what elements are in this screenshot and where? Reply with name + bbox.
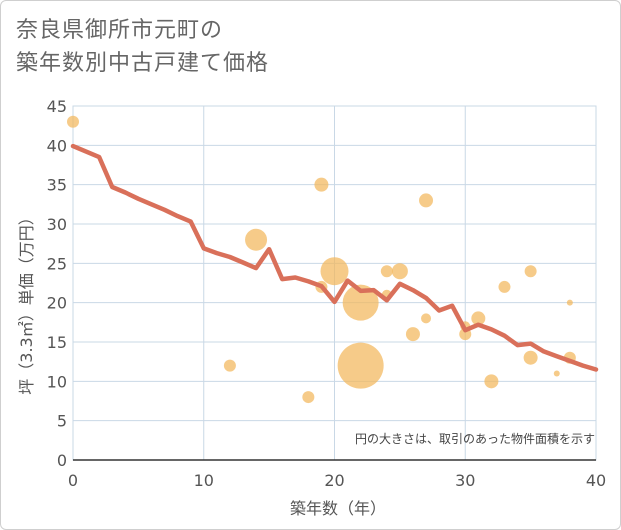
data-point — [524, 265, 537, 278]
data-point — [498, 280, 511, 293]
data-point — [337, 342, 384, 389]
data-point — [553, 370, 560, 377]
chart-title: 奈良県御所市元町の 築年数別中古戸建て価格 — [16, 14, 269, 80]
x-axis-label: 築年数（年） — [290, 499, 386, 518]
data-point — [380, 265, 393, 278]
y-tick-label: 25 — [47, 254, 67, 273]
data-point — [314, 177, 329, 192]
data-point — [421, 313, 432, 324]
y-axis-label: 坪（3.3㎡）単価（万円） — [17, 209, 36, 394]
y-tick-label: 15 — [47, 333, 67, 352]
data-point — [320, 257, 349, 286]
data-point — [484, 374, 499, 389]
data-points — [67, 115, 576, 404]
y-tick-label: 45 — [47, 97, 67, 116]
data-point — [302, 391, 315, 404]
data-point — [471, 311, 486, 326]
y-tick-label: 30 — [47, 215, 67, 234]
average-line-group — [70, 143, 599, 372]
data-point — [405, 327, 420, 342]
data-point — [391, 263, 408, 280]
data-point — [67, 115, 79, 128]
chart-title-line-1: 奈良県御所市元町の — [16, 18, 224, 43]
y-tick-label: 35 — [47, 176, 67, 195]
y-tick-label: 10 — [47, 372, 67, 391]
average-trend-line — [70, 143, 599, 372]
y-tick-label: 5 — [57, 412, 67, 431]
x-tick-label: 20 — [324, 471, 344, 490]
data-point — [566, 299, 573, 306]
data-point — [223, 359, 236, 372]
x-tick-label: 30 — [455, 471, 475, 490]
y-tick-label: 20 — [47, 294, 67, 313]
data-point — [419, 193, 434, 208]
x-tick-label: 40 — [586, 471, 606, 490]
chart-title-line-2: 築年数別中古戸建て価格 — [16, 51, 270, 76]
x-tick-label: 0 — [68, 471, 78, 490]
y-tick-label: 0 — [57, 451, 67, 470]
axes: 0 5 10 15 20 25 30 35 40 45 0 10 20 30 40 — [47, 97, 607, 490]
data-point — [342, 284, 379, 321]
data-point — [523, 350, 538, 365]
data-point — [245, 228, 268, 251]
x-tick-label: 10 — [194, 471, 214, 490]
bubble-size-note: 円の大きさは、取引のあった物件面積を示す — [355, 431, 595, 446]
y-tick-label: 40 — [47, 136, 67, 155]
